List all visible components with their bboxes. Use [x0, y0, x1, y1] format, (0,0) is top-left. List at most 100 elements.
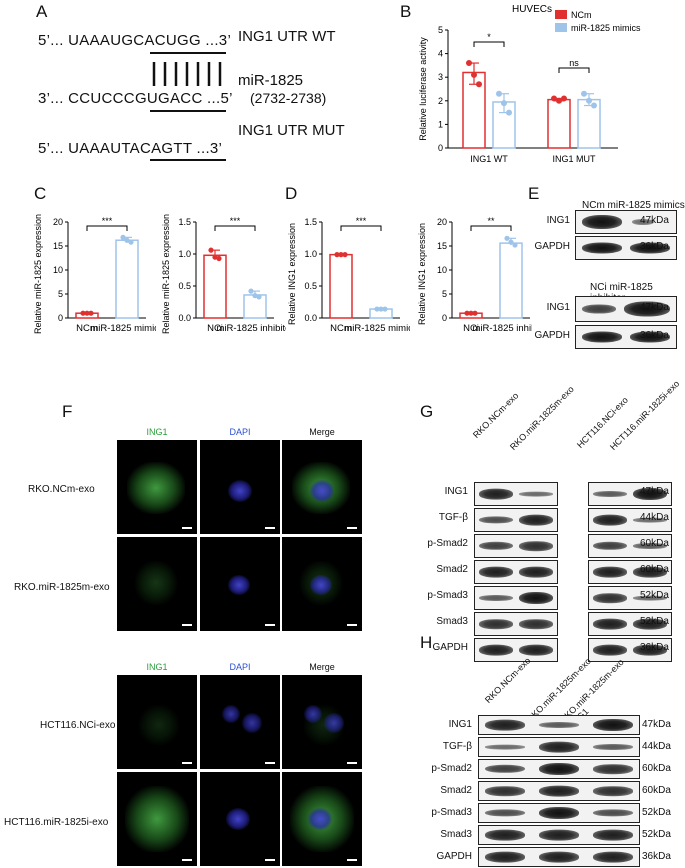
mir-label: miR-1825 — [238, 72, 304, 89]
blot-band — [593, 566, 627, 578]
blot-band — [479, 541, 513, 551]
blot-row-label: TGF-β — [442, 741, 472, 752]
data-point — [508, 239, 514, 245]
f-header-ing1: ING1 — [146, 662, 168, 672]
y-tick-label: 0.5 — [304, 281, 317, 291]
green-cell — [125, 786, 189, 852]
scale-bar — [265, 859, 275, 861]
blot-strip — [588, 560, 672, 584]
y-tick-label: 10 — [437, 265, 447, 275]
f-row-label: RKO.NCm-exo — [28, 484, 95, 495]
blot-strip — [474, 560, 558, 584]
f-header-dapi: DAPI — [229, 427, 251, 437]
blot-kda: 60kDa — [642, 763, 671, 774]
blot-band — [485, 719, 525, 731]
blot-band — [633, 543, 667, 549]
g-lane-label: HCT116.miR-1825i-exo — [607, 378, 682, 452]
blue-nucleus — [228, 575, 250, 595]
e-kda: 36kDa — [640, 241, 669, 252]
blot-row-label: ING1 — [444, 486, 468, 497]
x-tick-label: NCm — [76, 323, 98, 334]
pairing-lines-svg — [152, 62, 222, 86]
data-point — [88, 310, 94, 316]
x-tick-label: ING1 WT — [470, 154, 508, 164]
data-point — [512, 242, 518, 248]
blot-row-label: TGF-β — [438, 512, 468, 523]
sig-bracket — [558, 67, 590, 73]
blot-kda: 52kDa — [640, 590, 669, 601]
y-tick-label: 20 — [437, 217, 447, 227]
x-tick-label: NCi — [463, 323, 479, 334]
blot-band — [539, 785, 579, 797]
blot-kda: 60kDa — [640, 538, 669, 549]
legend-swatch — [555, 23, 567, 32]
blot-band — [593, 764, 633, 774]
h-lane-label: RKO.NCm-exo — [482, 655, 533, 705]
chart-b-luciferase: HUVECs 0 1 2 3 4 5 Relative luciferase activity… — [418, 4, 641, 164]
blot-band — [539, 807, 579, 819]
blot-strip — [474, 508, 558, 532]
micro-merge — [282, 537, 362, 631]
e-row-label: ING1 — [546, 215, 570, 226]
blot-row-label: GAPDH — [432, 642, 468, 653]
data-point — [342, 252, 348, 258]
sig-label: * — [487, 32, 491, 42]
mut-sequence: 5’... UAAAUTACAGTT ...3’ — [38, 140, 223, 157]
blot-row-label: GAPDH — [436, 851, 472, 862]
micro-dapi — [200, 772, 280, 866]
chart-d2-ing1-inhibitor: 0 5 10 15 20 Relative ING1 expression NCimiR-1… — [417, 216, 532, 334]
e-row-label: ING1 — [546, 302, 570, 313]
data-point — [471, 71, 477, 78]
data-point — [472, 310, 478, 316]
blot-strip — [588, 534, 672, 558]
legend-swatch — [555, 10, 567, 19]
data-point — [506, 109, 512, 116]
blot-band — [479, 566, 513, 578]
data-point — [334, 252, 340, 258]
panel-letter-e: E — [528, 184, 540, 203]
y-tick-label: 5 — [438, 25, 443, 35]
data-point — [124, 237, 130, 243]
seed-underline-mut — [150, 159, 226, 161]
micro-merge — [282, 440, 362, 534]
sig-label: ns — [569, 58, 579, 68]
x-tick-label: NCi — [207, 323, 223, 334]
panel-letter-h: H — [420, 633, 433, 652]
blot-row-label: p-Smad2 — [431, 763, 472, 774]
y-tick-label: 20 — [53, 217, 63, 227]
blot-band — [593, 744, 633, 750]
blot-band — [593, 809, 633, 817]
legend-label: NCm — [571, 10, 592, 20]
chart-c1-mimics-expression: 0 5 10 15 20 Relative miR-1825 expression NCmm… — [33, 214, 156, 334]
sig-label: *** — [356, 216, 367, 226]
y-tick-label: 0 — [438, 143, 443, 153]
blue-nucleus — [310, 480, 334, 502]
blot-band — [479, 619, 513, 629]
blot-strip — [478, 781, 640, 801]
data-point — [382, 306, 388, 312]
y-tick-label: 5 — [442, 289, 447, 299]
blot-kda: 47kDa — [640, 486, 669, 497]
blot-band — [519, 514, 553, 526]
y-tick-label: 3 — [438, 72, 443, 82]
data-point — [256, 294, 262, 300]
blot-kda: 44kDa — [640, 512, 669, 523]
y-axis-label: Relative ING1 expression — [417, 223, 427, 325]
blot-band — [582, 331, 622, 343]
blot-band — [519, 619, 553, 629]
blue-nucleus — [310, 575, 332, 595]
blot-band — [519, 541, 553, 551]
data-point — [581, 90, 587, 97]
blot-row-label: Smad2 — [436, 564, 468, 575]
scale-bar — [347, 762, 357, 764]
blot-band — [485, 851, 525, 863]
data-point — [252, 293, 258, 299]
green-cell — [139, 705, 179, 745]
y-axis-label: Relative luciferase activity — [418, 37, 428, 141]
scale-bar — [182, 762, 192, 764]
blue-nucleus — [242, 713, 262, 733]
scale-bar — [347, 527, 357, 529]
data-point — [128, 239, 134, 245]
blue-nucleus — [308, 808, 332, 830]
chart-c2-inhibitor-expression: 0.0 0.5 1.0 1.5 Relative miR-1825 expression… — [161, 214, 286, 334]
